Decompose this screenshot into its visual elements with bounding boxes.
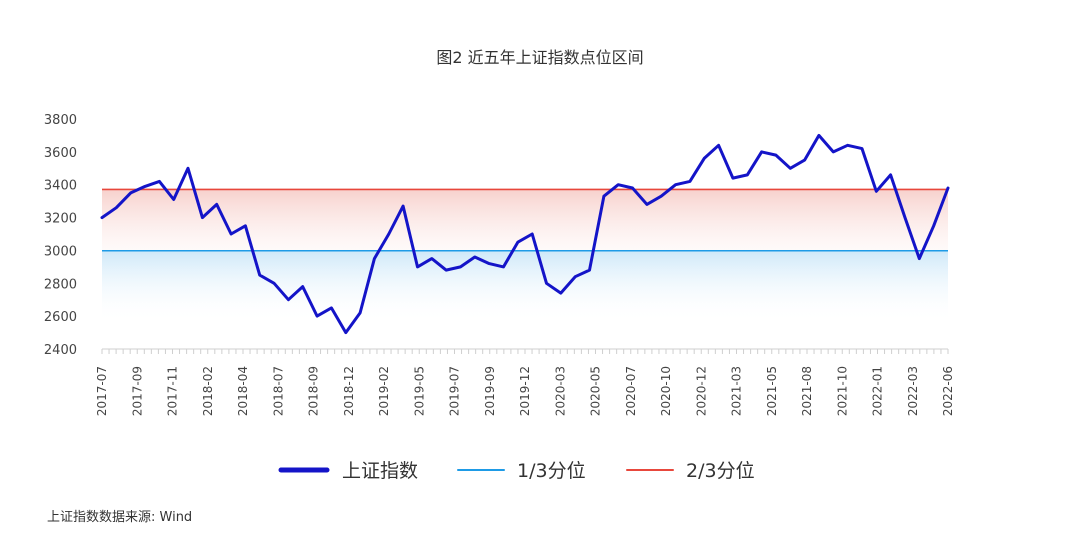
x-tick-label: 2021-08 <box>800 366 814 416</box>
x-tick-label: 2019-07 <box>448 366 462 416</box>
x-tick-label: 2019-05 <box>412 366 426 416</box>
x-tick-label: 2019-09 <box>483 366 497 416</box>
x-tick-label: 2021-05 <box>765 366 779 416</box>
x-tick-label: 2020-05 <box>589 366 603 416</box>
x-tick-label: 2018-07 <box>271 366 285 416</box>
x-tick-label: 2022-06 <box>941 366 955 416</box>
y-tick-label: 3200 <box>44 212 77 227</box>
y-tick-label: 2400 <box>44 343 77 358</box>
index-series-line <box>100 133 950 335</box>
x-tick-label: 2020-03 <box>553 366 567 416</box>
x-tick-label: 2021-10 <box>835 366 849 416</box>
x-tick-label: 2019-02 <box>377 366 391 416</box>
x-tick-label: 2022-01 <box>871 366 885 416</box>
data-source-note: 上证指数数据来源: Wind <box>47 510 193 525</box>
legend-label: 1/3分位 <box>517 460 586 482</box>
legend-label: 2/3分位 <box>686 460 755 482</box>
x-tick-label: 2018-04 <box>236 366 250 416</box>
x-tick-label: 2018-02 <box>201 366 215 416</box>
lower-band <box>102 250 948 323</box>
x-tick-label: 2017-07 <box>95 366 109 416</box>
x-tick-label: 2018-12 <box>342 366 356 416</box>
x-tick-label: 2017-11 <box>166 366 180 416</box>
x-tick-label: 2022-03 <box>906 366 920 416</box>
y-tick-label: 2600 <box>44 310 77 325</box>
y-tick-label: 3000 <box>44 244 77 259</box>
chart-title: 图2 近五年上证指数点位区间 <box>436 48 644 67</box>
x-tick-label: 2017-09 <box>130 366 144 416</box>
legend-label: 上证指数 <box>342 460 418 482</box>
y-tick-label: 3400 <box>44 179 77 194</box>
x-tick-label: 2019-12 <box>518 366 532 416</box>
x-tick-label: 2020-10 <box>659 366 673 416</box>
x-tick-label: 2020-07 <box>624 366 638 416</box>
upper-band <box>102 189 948 251</box>
y-tick-label: 3600 <box>44 146 77 161</box>
x-tick-label: 2021-03 <box>730 366 744 416</box>
y-tick-label: 3800 <box>44 113 77 128</box>
x-tick-label: 2020-12 <box>694 366 708 416</box>
y-tick-label: 2800 <box>44 277 77 292</box>
x-tick-label: 2018-09 <box>307 366 321 416</box>
